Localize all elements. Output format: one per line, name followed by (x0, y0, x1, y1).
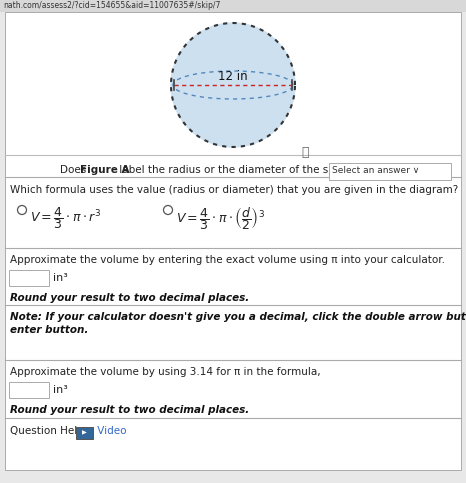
Text: $V = \dfrac{4}{3} \cdot \pi \cdot r^3$: $V = \dfrac{4}{3} \cdot \pi \cdot r^3$ (30, 205, 101, 231)
FancyBboxPatch shape (5, 12, 461, 470)
Text: label the radius or the diameter of the sphere?: label the radius or the diameter of the … (116, 165, 364, 175)
Text: in³: in³ (53, 273, 68, 283)
Text: ▶: ▶ (82, 430, 86, 436)
Circle shape (164, 205, 172, 214)
Text: Question Help:: Question Help: (10, 426, 88, 436)
Text: Does: Does (60, 165, 89, 175)
Text: enter button.: enter button. (10, 325, 89, 335)
Text: $V = \dfrac{4}{3} \cdot \pi \cdot \left(\dfrac{d}{2}\right)^3$: $V = \dfrac{4}{3} \cdot \pi \cdot \left(… (176, 205, 265, 232)
FancyBboxPatch shape (75, 426, 92, 439)
Text: Round your result to two decimal places.: Round your result to two decimal places. (10, 293, 249, 303)
Circle shape (171, 23, 295, 147)
FancyBboxPatch shape (0, 0, 466, 12)
Text: Approximate the volume by using 3.14 for π in the formula,: Approximate the volume by using 3.14 for… (10, 367, 321, 377)
FancyBboxPatch shape (9, 270, 49, 286)
Text: Approximate the volume by entering the exact volume using π into your calculator: Approximate the volume by entering the e… (10, 255, 445, 265)
Text: Figure A: Figure A (80, 165, 130, 175)
Text: Select an answer ∨: Select an answer ∨ (332, 166, 419, 175)
Text: nath.com/assess2/?cid=154655&aid=11007635#/skip/7: nath.com/assess2/?cid=154655&aid=1100763… (3, 1, 220, 11)
FancyBboxPatch shape (329, 163, 451, 180)
Circle shape (18, 205, 27, 214)
Text: 12 in: 12 in (218, 71, 248, 84)
Text: Video: Video (94, 426, 126, 436)
Text: in³: in³ (53, 385, 68, 395)
FancyBboxPatch shape (9, 382, 49, 398)
Text: Note: If your calculator doesn't give you a decimal, click the double arrow butt: Note: If your calculator doesn't give yo… (10, 312, 466, 322)
Text: Which formula uses the value (radius or diameter) that you are given in the diag: Which formula uses the value (radius or … (10, 185, 458, 195)
Text: Round your result to two decimal places.: Round your result to two decimal places. (10, 405, 249, 415)
Text: ⌕: ⌕ (301, 145, 309, 158)
